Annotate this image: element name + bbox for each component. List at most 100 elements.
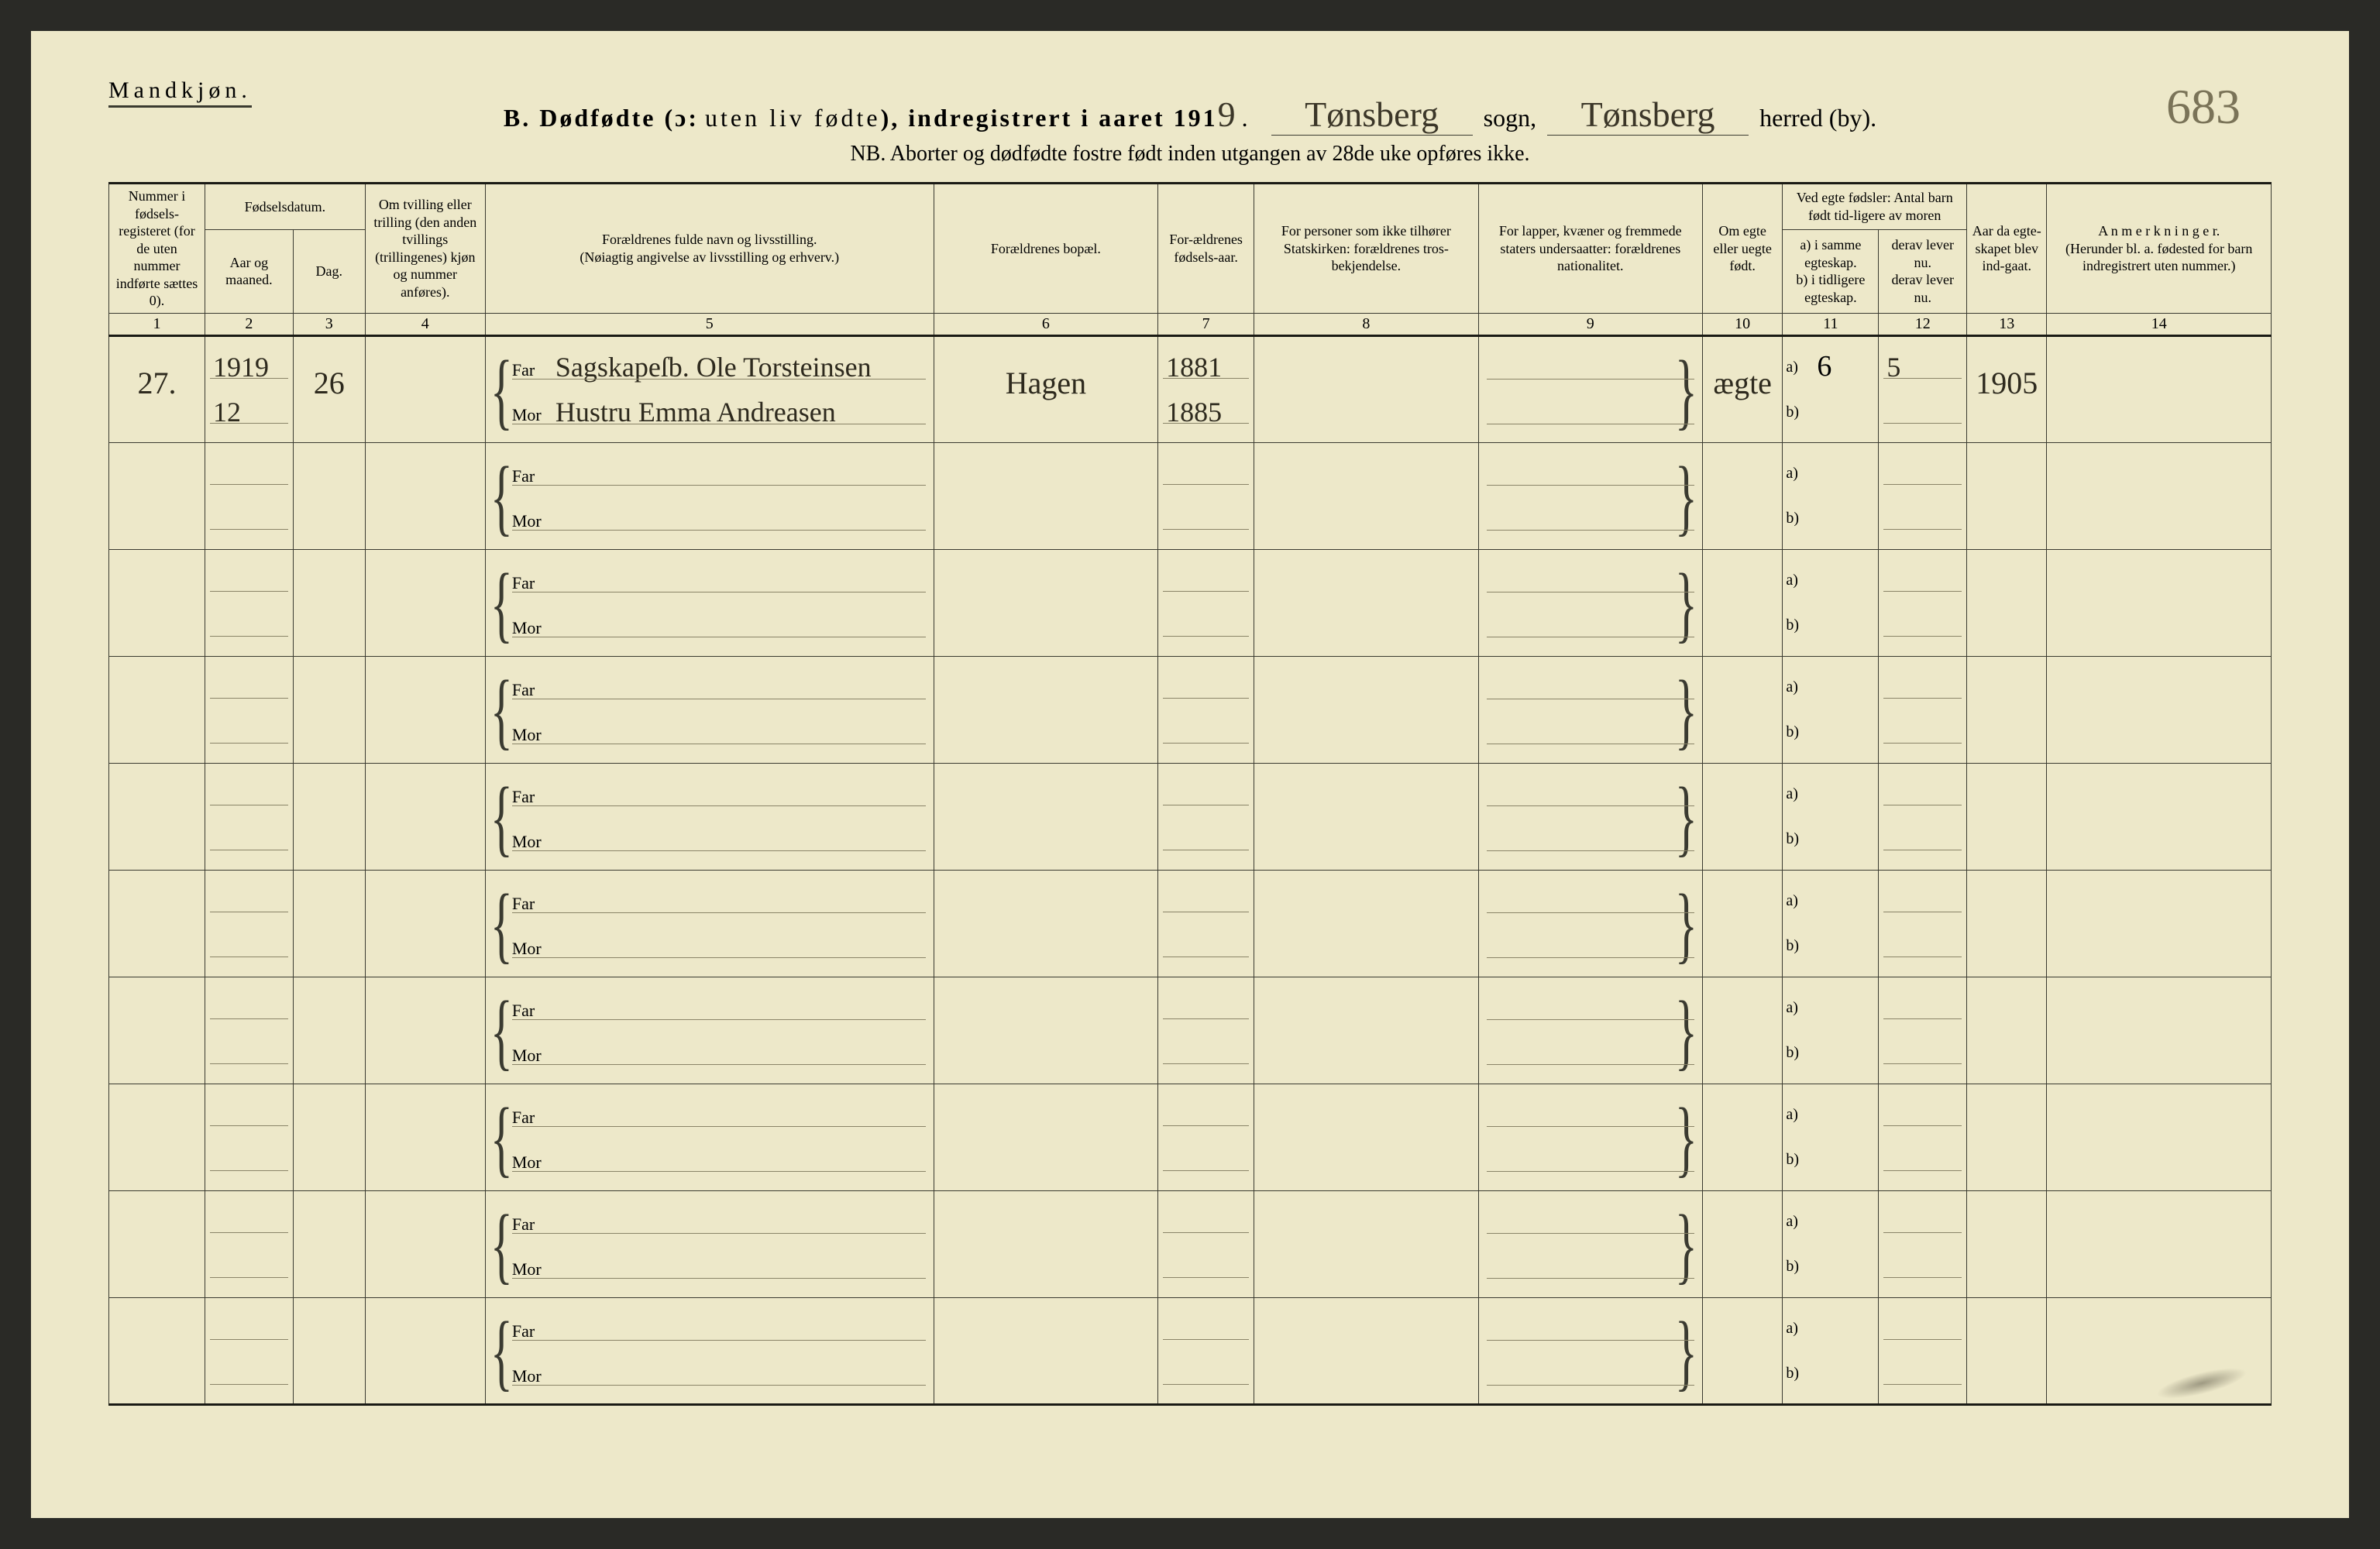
cell-day: 26 (293, 335, 365, 442)
colnum: 7 (1158, 313, 1254, 335)
cell-nationality: } (1478, 442, 1702, 549)
cell-day (293, 1297, 365, 1404)
cell-num (109, 1084, 205, 1190)
cell-bopael (934, 763, 1157, 870)
cell-egteskap-aar (1967, 1297, 2047, 1404)
table-body: 27.19191226 { Far Mor Sag​skapeſb. Ole T… (109, 335, 2272, 1404)
cell-day (293, 763, 365, 870)
cell-bopael (934, 1297, 1157, 1404)
cell-parent-years (1158, 1297, 1254, 1404)
cell-parents: { Far Mor (485, 1084, 934, 1190)
col-header-6: Forældrenes bopæl. (934, 184, 1157, 314)
cell-parents: { Far Mor (485, 977, 934, 1084)
colnum: 14 (2047, 313, 2272, 335)
cell-barn: a) b) (1783, 656, 1879, 763)
cell-parent-years (1158, 977, 1254, 1084)
cell-egte: ægte (1702, 335, 1782, 442)
col-header-2: Aar og maaned. (205, 229, 294, 313)
cell-nationality: } (1478, 977, 1702, 1084)
cell-remarks (2047, 442, 2272, 549)
cell-bopael: Hagen (934, 335, 1157, 442)
cell-tros (1254, 1190, 1478, 1297)
sogn-label: sogn, (1484, 104, 1536, 132)
cell-parent-years (1158, 549, 1254, 656)
colnum: 5 (485, 313, 934, 335)
colnum: 4 (365, 313, 485, 335)
cell-egteskap-aar (1967, 870, 2047, 977)
cell-barn: a) b) (1783, 1084, 1879, 1190)
col-header-11-12: Ved egte fødsler: Antal barn født tid-li… (1783, 184, 1967, 230)
cell-parent-years (1158, 1084, 1254, 1190)
cell-egte (1702, 977, 1782, 1084)
title-mid: uten liv fødte (705, 104, 881, 132)
cell-barn: a) b) (1783, 1297, 1879, 1404)
cell-barn: a) b) (1783, 763, 1879, 870)
cell-nationality: } (1478, 656, 1702, 763)
cell-twin (365, 1297, 485, 1404)
cell-egte (1702, 1190, 1782, 1297)
col-header-fodselsdatum: Fødselsdatum. (205, 184, 366, 230)
cell-tros (1254, 656, 1478, 763)
title-row: B. Dødfødte (ɔ: uten liv fødte), indregi… (108, 94, 2272, 136)
cell-egteskap-aar: 1905 (1967, 335, 2047, 442)
cell-barn: a) b) (1783, 549, 1879, 656)
table-row: 27.19191226 { Far Mor Sag​skapeſb. Ole T… (109, 335, 2272, 442)
colnum: 8 (1254, 313, 1478, 335)
cell-remarks (2047, 335, 2272, 442)
cell-tros (1254, 549, 1478, 656)
col-header-13: Aar da egte-skapet blev ind-gaat. (1967, 184, 2047, 314)
cell-day (293, 1084, 365, 1190)
cell-egteskap-aar (1967, 549, 2047, 656)
cell-day (293, 1190, 365, 1297)
table-row: { Far Mor } a) b) (109, 1297, 2272, 1404)
cell-egte (1702, 1297, 1782, 1404)
title-suffix: ), indregistrert i aaret 191 (881, 104, 1218, 132)
cell-year-month (205, 763, 294, 870)
cell-lever: 5 (1879, 335, 1967, 442)
cell-lever (1879, 549, 1967, 656)
colnum: 13 (1967, 313, 2047, 335)
table-row: { Far Mor } a) b) (109, 977, 2272, 1084)
cell-lever (1879, 870, 1967, 977)
table-row: { Far Mor } a) b) (109, 549, 2272, 656)
cell-year-month (205, 977, 294, 1084)
cell-day (293, 977, 365, 1084)
herred-value: Tønsberg (1581, 94, 1715, 135)
cell-twin (365, 1190, 485, 1297)
cell-tros (1254, 442, 1478, 549)
cell-year-month (205, 442, 294, 549)
colnum: 10 (1702, 313, 1782, 335)
cell-lever (1879, 1297, 1967, 1404)
col-header-4: Om tvilling eller trilling (den anden tv… (365, 184, 485, 314)
cell-nationality: } (1478, 1190, 1702, 1297)
cell-tros (1254, 335, 1478, 442)
cell-num (109, 549, 205, 656)
cell-year-month (205, 549, 294, 656)
table-row: { Far Mor } a) b) (109, 442, 2272, 549)
cell-parent-years (1158, 1190, 1254, 1297)
cell-egte (1702, 656, 1782, 763)
cell-egte (1702, 870, 1782, 977)
colnum: 9 (1478, 313, 1702, 335)
cell-lever (1879, 442, 1967, 549)
nb-line: NB. Aborter og dødfødte fostre født inde… (108, 142, 2272, 167)
cell-day (293, 442, 365, 549)
cell-barn: a) b) (1783, 870, 1879, 977)
col-header-5: Forældrenes fulde navn og livsstilling. … (485, 184, 934, 314)
cell-egte (1702, 1084, 1782, 1190)
column-number-row: 1 2 3 4 5 6 7 8 9 10 11 12 13 14 (109, 313, 2272, 335)
register-page: Mandkjøn. B. Dødfødte (ɔ: uten liv fødte… (31, 31, 2349, 1518)
cell-num (109, 656, 205, 763)
cell-lever (1879, 763, 1967, 870)
table-row: { Far Mor } a) b) (109, 870, 2272, 977)
cell-parents: { Far Mor (485, 442, 934, 549)
cell-nationality: } (1478, 1084, 1702, 1190)
cell-year-month (205, 1084, 294, 1190)
cell-parents: { Far Mor (485, 1190, 934, 1297)
col-header-8: For personer som ikke tilhører Statskirk… (1254, 184, 1478, 314)
cell-tros (1254, 1297, 1478, 1404)
register-table: Nummer i fødsels-registeret (for de uten… (108, 182, 2272, 1406)
cell-nationality: } (1478, 335, 1702, 442)
cell-egteskap-aar (1967, 1084, 2047, 1190)
cell-year-month (205, 1190, 294, 1297)
